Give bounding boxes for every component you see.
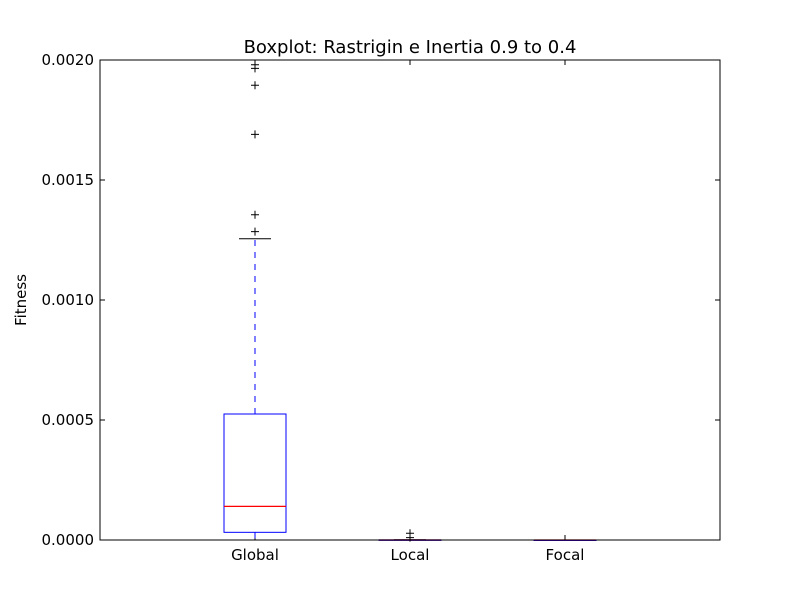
outlier-marker [251,227,259,236]
y-axis-label: Fitness [12,274,30,326]
y-tick-label: 0.0010 [42,291,95,309]
x-tick-label: Focal [546,546,585,564]
plot-frame [99,59,721,541]
outlier-marker [251,210,259,219]
x-tick-label: Global [231,546,279,564]
x-tick-label: Local [391,546,430,564]
outlier-marker [251,81,259,90]
outlier-marker [251,60,259,69]
outlier-marker [251,130,259,139]
box-global [223,413,287,533]
y-tick-label: 0.0020 [42,51,95,69]
chart-title: Boxplot: Rastrigin e Inertia 0.9 to 0.4 [244,37,577,58]
outlier-marker [406,529,414,538]
plot-area: 0.0000 0.0005 0.0010 0.0015 0.0020 Global Loca… [42,51,720,564]
y-tick-label: 0.0015 [42,171,95,189]
y-tick-label: 0.0005 [42,411,95,429]
y-tick-label: 0.0000 [42,531,95,549]
